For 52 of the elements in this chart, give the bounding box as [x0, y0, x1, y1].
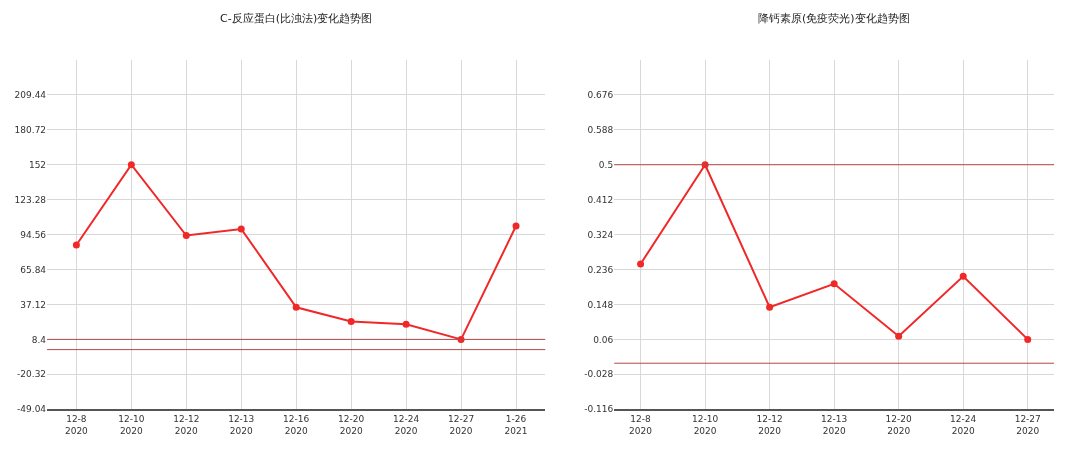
- point: [512, 222, 520, 230]
- point: [292, 303, 300, 311]
- y-tick-label: -0.116: [584, 404, 614, 415]
- y-tick-label: 0.5: [598, 159, 614, 170]
- y-tick-label: 0.412: [587, 194, 614, 205]
- point: [347, 317, 355, 325]
- y-tick-label: 37.12: [20, 299, 47, 310]
- x-tick-label: 12-16 2020: [283, 414, 310, 436]
- x-tick-label: 12-24 2020: [950, 414, 977, 436]
- y-tick-label: -20.32: [17, 369, 47, 380]
- x-tick-label: 12-10 2020: [692, 414, 719, 436]
- point: [830, 280, 838, 288]
- point: [637, 260, 645, 268]
- y-tick-label: 8.4: [31, 334, 47, 345]
- point: [402, 320, 410, 328]
- y-tick-label: 152: [28, 159, 47, 170]
- y-tick-label: 209.44: [14, 90, 47, 100]
- x-tick-label: 12-20 2020: [885, 414, 913, 436]
- x-tick-label: 12-12 2020: [756, 414, 783, 436]
- y-tick-label: 123.28: [14, 194, 47, 205]
- x-tick-label: 12-20 2020: [338, 414, 365, 436]
- y-tick-label: -49.04: [17, 404, 47, 415]
- x-tick-label: 12-24 2020: [393, 414, 420, 436]
- point: [72, 241, 80, 249]
- point: [959, 272, 967, 280]
- y-tick-label: -0.028: [584, 369, 614, 380]
- point: [1024, 335, 1032, 343]
- y-tick-label: 0.588: [587, 124, 614, 135]
- y-tick-label: 0.236: [587, 264, 614, 275]
- point: [237, 225, 245, 233]
- x-tick-label: 12-27 2020: [1014, 414, 1041, 436]
- y-tick-label: 0.06: [593, 334, 614, 345]
- point: [895, 332, 903, 340]
- point: [766, 303, 774, 311]
- x-tick-label: 12-12 2020: [173, 414, 200, 436]
- y-tick-label: 65.84: [20, 264, 47, 275]
- x-tick-label: 12-10 2020: [118, 414, 145, 436]
- x-tick-label: 12-8 2020: [64, 414, 89, 436]
- y-tick-label: 94.56: [20, 229, 47, 240]
- y-tick-label: 0.324: [587, 229, 614, 240]
- chart-title: C-反应蛋白(比浊法)变化趋势图: [220, 12, 373, 25]
- x-tick-label: 12-13 2020: [228, 414, 255, 436]
- point: [127, 161, 135, 169]
- point: [182, 232, 190, 240]
- y-tick-label: 180.72: [14, 124, 47, 135]
- chart-title: 降钙素原(免疫荧光)变化趋势图: [758, 12, 910, 25]
- y-tick-label: 0.676: [587, 90, 614, 100]
- y-tick-label: 0.148: [587, 299, 614, 310]
- x-tick-label: 12-8 2020: [629, 414, 653, 436]
- x-tick-label: 12-13 2020: [821, 414, 848, 436]
- x-tick-label: 12-27 2020: [447, 414, 475, 436]
- x-tick-label: 1-26 2021: [504, 414, 528, 436]
